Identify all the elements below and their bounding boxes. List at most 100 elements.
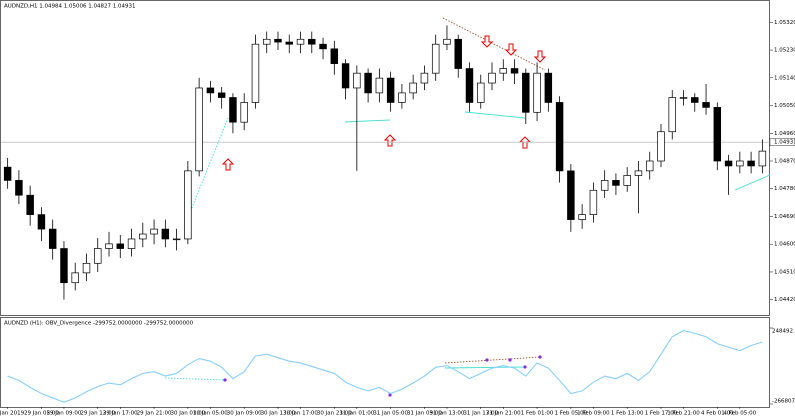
x-tick-label: 29 Jan 21:00	[137, 411, 172, 417]
candle-body	[488, 72, 496, 84]
candle-body	[229, 97, 237, 123]
divergence-line	[442, 17, 546, 71]
candle-body	[758, 150, 767, 167]
candle-body	[431, 43, 440, 74]
x-tick-label: 30 Jan 17:00	[283, 411, 318, 417]
candle-body	[747, 160, 755, 167]
dot	[485, 358, 489, 362]
candle-body	[713, 107, 722, 162]
candle-body	[612, 180, 620, 186]
candle-body	[386, 77, 395, 103]
x-tick-label: 29 Jan 17:00	[103, 411, 138, 417]
x-tick-label: 4 Feb 05:00	[724, 411, 757, 417]
dot	[538, 355, 542, 359]
x-tick-label: 1 Feb 13:00	[611, 411, 644, 417]
candle-body	[398, 92, 406, 103]
x-tick-label: 30 Jan 09:00	[227, 411, 262, 417]
candle-body	[26, 194, 34, 215]
x-tick-label: 30 Jan 05:00	[193, 411, 228, 417]
candle-body	[567, 170, 575, 220]
divergence-line	[734, 174, 771, 191]
candle-body	[668, 97, 676, 133]
current-price-box	[769, 138, 795, 146]
candle-body	[172, 238, 181, 241]
divergence-line	[184, 117, 229, 226]
candle-body	[578, 214, 586, 220]
down-arrow	[533, 50, 547, 63]
candle-body	[533, 72, 541, 113]
candle-body	[589, 189, 598, 215]
candle-body	[736, 160, 744, 167]
candle-body	[465, 68, 474, 103]
x-tick-label: 1 Feb 05:00	[555, 411, 588, 417]
candle-body	[364, 72, 372, 94]
candle-body	[691, 97, 699, 103]
y-tick-label: 1.05140	[774, 75, 795, 81]
price-panel	[0, 0, 770, 316]
x-tick-label: 30 Jan 21:00	[317, 411, 352, 417]
x-tick-label: 29 Jan 13:00	[80, 411, 115, 417]
candle-body	[82, 262, 91, 274]
x-tick-label: 31 Jan 17:00	[463, 411, 498, 417]
candle-body	[195, 87, 203, 172]
candle-body	[184, 170, 192, 240]
candle-body	[251, 43, 260, 103]
x-tick-label: 31 Jan 01:00	[339, 411, 374, 417]
y-tick-label: 1.04690	[774, 214, 795, 220]
x-tick-label: 29 Jan 09:00	[47, 411, 82, 417]
candle-body	[600, 180, 609, 191]
y-tick-label: 1.04510	[774, 269, 795, 275]
x-tick-label: 1 Feb 01:00	[521, 411, 554, 417]
y-tick-label: -266807.5	[772, 399, 795, 405]
candle-body	[724, 160, 733, 167]
candle-body	[544, 72, 553, 103]
candle-body	[274, 38, 282, 43]
candle-body	[60, 248, 68, 284]
x-tick-label: 31 Jan 09:00	[407, 411, 442, 417]
candle-body	[623, 175, 631, 186]
candle-body	[217, 92, 226, 98]
candle-body	[15, 180, 23, 196]
up-arrow	[383, 134, 397, 147]
y-tick-label: 1.04960	[774, 131, 795, 137]
candle-body	[702, 102, 710, 108]
dot	[388, 393, 392, 397]
down-arrow	[480, 35, 494, 48]
obv-line	[7, 330, 763, 403]
candle-body	[262, 38, 271, 45]
candle-body	[3, 166, 12, 181]
candle-body	[285, 41, 293, 45]
divergence-line	[444, 356, 541, 364]
x-tick-label: 30 Jan 01:00	[170, 411, 205, 417]
candle-body	[296, 38, 305, 45]
x-tick-label: 1 Feb 21:00	[667, 411, 700, 417]
divergence-line	[164, 377, 226, 381]
candle-body	[454, 38, 462, 69]
candle-body	[139, 233, 147, 240]
candle-body	[94, 248, 102, 264]
divergence-line	[464, 111, 526, 119]
candle-body	[645, 160, 654, 172]
candle-body	[71, 272, 79, 284]
x-tick-label: 31 Jan 05:00	[373, 411, 408, 417]
x-tick-label: 4 Feb 01:00	[701, 411, 734, 417]
candle-body	[679, 97, 688, 99]
candle-body	[48, 228, 57, 249]
candle-body	[330, 48, 339, 64]
x-tick-label: 30 Jan 13:00	[261, 411, 296, 417]
candle-body	[522, 72, 530, 113]
y-tick-label: 1.05230	[774, 48, 795, 54]
candle-body	[127, 238, 136, 249]
candle-body	[510, 68, 519, 74]
current-price-label: 1.04931	[774, 140, 795, 146]
candle-body	[37, 214, 46, 230]
candle-body	[657, 131, 665, 162]
y-tick-label: 1.04870	[774, 159, 795, 165]
chart-title: AUDNZD,H1 1.04984 1.05006 1.04827 1.0493…	[4, 4, 136, 10]
candle-body	[420, 72, 429, 84]
candle-body	[116, 243, 125, 249]
y-tick-label: 1.05320	[774, 20, 795, 26]
y-tick-label: 1.05050	[774, 103, 795, 109]
divergence-dots	[223, 355, 542, 397]
